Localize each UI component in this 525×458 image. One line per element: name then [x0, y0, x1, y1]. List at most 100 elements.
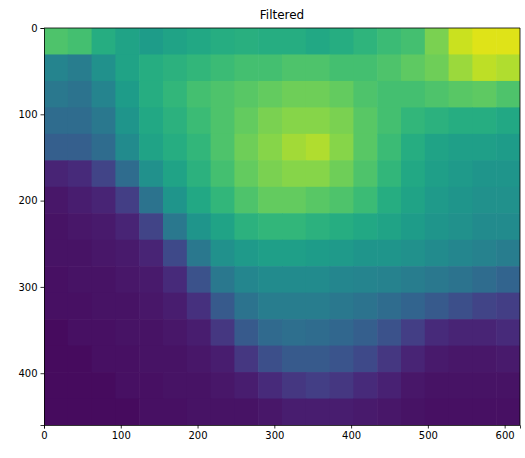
heat-cell [306, 160, 330, 187]
heat-cell [306, 81, 330, 108]
heat-cell [425, 107, 449, 134]
tick-label: 400 [18, 368, 37, 379]
heat-cell [401, 266, 425, 293]
plot: 01002003004005006000100200300400 [18, 23, 520, 441]
heat-cell [401, 134, 425, 161]
heat-cell [306, 399, 330, 425]
heat-cell [187, 372, 211, 399]
heat-cell [496, 160, 520, 187]
heat-cell [353, 372, 377, 399]
heat-cell [306, 346, 330, 373]
heat-cell [306, 28, 330, 55]
heat-cell [425, 187, 449, 214]
heat-cell [353, 134, 377, 161]
heat-cell [234, 107, 258, 134]
tick-mark [41, 28, 45, 29]
heat-cell [258, 372, 282, 399]
axis-line [45, 426, 521, 429]
heat-cell [472, 160, 496, 187]
heat-cell [449, 28, 473, 55]
heat-cell [211, 240, 235, 267]
heat-cell [282, 107, 306, 134]
heat-cell [282, 134, 306, 161]
heat-cell [282, 213, 306, 240]
heat-cell [330, 399, 354, 425]
heat-cell [68, 134, 92, 161]
heat-cell [377, 240, 401, 267]
heat-cell [353, 81, 377, 108]
heat-cell [187, 107, 211, 134]
heat-cell [401, 372, 425, 399]
heat-cell [282, 240, 306, 267]
heat-cell [449, 319, 473, 346]
heat-cell [211, 54, 235, 81]
heat-cell [377, 346, 401, 373]
heat-cell [139, 399, 163, 425]
heat-cell [187, 187, 211, 214]
heat-cell [92, 372, 116, 399]
heat-cell [425, 399, 449, 425]
heat-cell [258, 240, 282, 267]
heat-cell [115, 319, 139, 346]
heat-cell [139, 187, 163, 214]
tick: 300 [18, 282, 44, 293]
heat-cell [187, 319, 211, 346]
heat-cell [330, 346, 354, 373]
heat-cell [377, 293, 401, 320]
heat-cell [496, 134, 520, 161]
heat-cell [211, 399, 235, 425]
heat-cell [401, 346, 425, 373]
heat-cell [496, 399, 520, 425]
heat-cell [187, 399, 211, 425]
heat-cell [68, 54, 92, 81]
tick-mark [428, 425, 429, 429]
heat-cell [449, 160, 473, 187]
heat-cell [377, 134, 401, 161]
heat-cell [92, 346, 116, 373]
frame [520, 28, 521, 425]
heat-cell [163, 107, 187, 134]
heat-cell [92, 134, 116, 161]
heat-cell [139, 134, 163, 161]
heat-cell [44, 319, 68, 346]
heat-cell [401, 399, 425, 425]
y-axis: 0100200300400 [18, 23, 44, 426]
heat-cell [115, 346, 139, 373]
heat-cell [163, 372, 187, 399]
heat-cell [496, 81, 520, 108]
heat-cell [330, 160, 354, 187]
heat-cell [377, 54, 401, 81]
heat-cell [68, 372, 92, 399]
heat-cell [496, 346, 520, 373]
tick: 200 [189, 425, 208, 441]
heat-cell [425, 28, 449, 55]
heat-cell [472, 187, 496, 214]
heat-cell [496, 266, 520, 293]
tick-mark [121, 425, 122, 429]
heat-cell [496, 372, 520, 399]
heat-cell [472, 372, 496, 399]
heat-cell [258, 160, 282, 187]
heat-cell [472, 399, 496, 425]
heat-cell [115, 293, 139, 320]
heat-cell [306, 372, 330, 399]
heat-cell [282, 372, 306, 399]
heat-cell [330, 54, 354, 81]
heat-cell [377, 319, 401, 346]
heat-cell [282, 28, 306, 55]
heat-cell [187, 266, 211, 293]
heat-cell [449, 107, 473, 134]
heat-cell [449, 240, 473, 267]
heat-cell [449, 134, 473, 161]
heat-cell [163, 160, 187, 187]
heat-cell [92, 187, 116, 214]
heat-cell [44, 134, 68, 161]
heat-cell [234, 319, 258, 346]
heat-cell [234, 372, 258, 399]
heat-cell [92, 81, 116, 108]
heat-cell [115, 187, 139, 214]
heat-cell [44, 399, 68, 425]
heat-cell [282, 266, 306, 293]
heat-cell [187, 28, 211, 55]
heat-cell [115, 240, 139, 267]
